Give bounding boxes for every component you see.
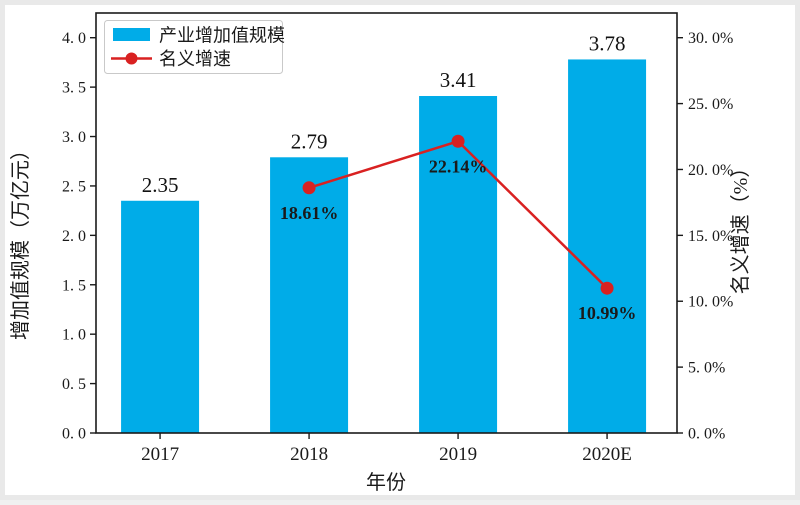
- left-tick-label: 3. 5: [62, 80, 86, 97]
- right-tick-label: 20. 0%: [688, 162, 733, 179]
- line-point: [302, 181, 316, 195]
- bar-value-label: 3.78: [589, 31, 626, 55]
- left-tick-label: 3. 0: [62, 129, 86, 146]
- left-tick-label: 1. 0: [62, 327, 86, 344]
- right-tick-label: 25. 0%: [688, 96, 733, 113]
- legend-bar-swatch: [113, 28, 150, 41]
- right-axis-title: 名义增速（%）: [729, 158, 752, 295]
- plot-frame: [95, 12, 678, 434]
- x-tick-label: 2019: [439, 444, 477, 465]
- axes-group: 0. 0 0. 5 1. 0 1. 5 2. 0 2. 5 3. 0 3. 5 4. 0 0. 0…: [62, 12, 733, 465]
- right-tick-label: 5. 0%: [688, 360, 725, 377]
- pct-label: 18.61%: [280, 203, 339, 223]
- right-tick-label: 0. 0%: [688, 426, 725, 443]
- legend-label-bars: 产业增加值规模: [159, 26, 285, 46]
- right-tick-label: 15. 0%: [688, 228, 733, 245]
- pct-label: 10.99%: [578, 303, 637, 323]
- left-tick-label: 2. 5: [62, 178, 86, 195]
- bar: [568, 59, 647, 434]
- bars-group: [121, 59, 647, 434]
- bar: [419, 96, 498, 433]
- data-labels-group: 2.35 2.79 3.41 3.78 18.61% 22.14% 10.99%: [142, 31, 637, 323]
- left-tick-label: 2. 0: [62, 228, 86, 245]
- legend-label-line: 名义增速: [159, 49, 231, 69]
- left-tick-label: 1. 5: [62, 277, 86, 294]
- legend: 产业增加值规模 名义增速: [104, 20, 285, 74]
- left-axis-title: 增加值规模（万亿元）: [9, 140, 32, 340]
- line-point: [451, 134, 465, 148]
- line-point: [600, 281, 614, 295]
- line-series-group: [302, 134, 614, 295]
- pct-label: 22.14%: [429, 156, 488, 176]
- x-tick-label: 2018: [290, 444, 328, 465]
- left-tick-label: 4. 0: [62, 30, 86, 47]
- bar: [270, 157, 349, 433]
- bar-value-label: 2.79: [291, 129, 328, 153]
- left-tick-label: 0. 5: [62, 376, 86, 393]
- left-tick-label: 0. 0: [62, 426, 86, 443]
- x-axis-title: 年份: [366, 471, 406, 494]
- x-tick-label: 2020E: [582, 444, 632, 465]
- bar-value-label: 3.41: [440, 68, 477, 92]
- x-tick-label: 2017: [141, 444, 179, 465]
- legend-line-marker: [125, 52, 138, 65]
- bar: [121, 200, 200, 433]
- right-tick-label: 10. 0%: [688, 294, 733, 311]
- bar-value-label: 2.35: [142, 173, 179, 197]
- right-tick-label: 30. 0%: [688, 30, 733, 47]
